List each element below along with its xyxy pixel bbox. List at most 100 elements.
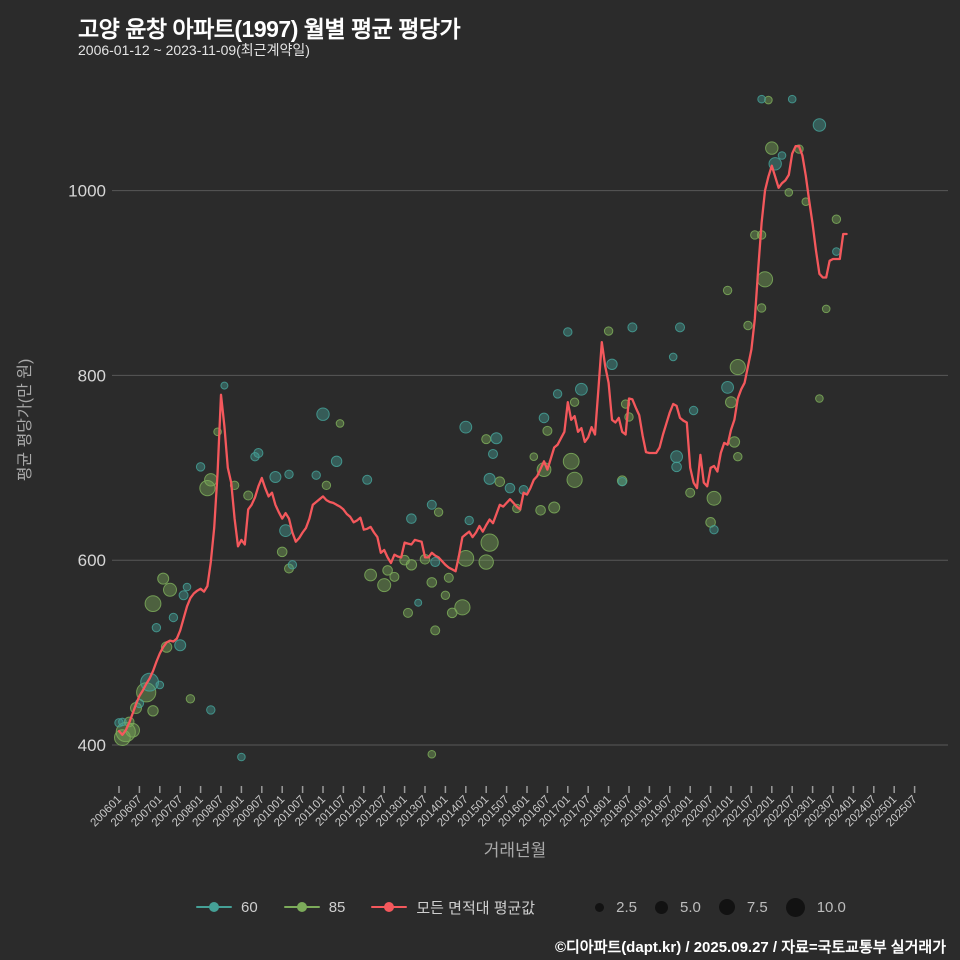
bubble-point-85[interactable] [733, 452, 743, 462]
bubble-point-85[interactable] [335, 419, 345, 428]
bubble-point-85[interactable] [481, 434, 492, 445]
bubble-point-85[interactable] [728, 436, 741, 448]
bubble-point-85[interactable] [427, 749, 437, 759]
bubble-point-60[interactable] [330, 455, 343, 468]
bubble-point-60[interactable] [316, 407, 330, 421]
bubble-point-85[interactable] [321, 480, 332, 491]
bubble-point-60[interactable] [168, 612, 179, 623]
bubble-point-60[interactable] [459, 420, 473, 434]
bubble-point-85[interactable] [157, 572, 170, 585]
bubble-point-60[interactable] [504, 482, 516, 494]
bubble-point-85[interactable] [603, 326, 614, 336]
bubble-point-60[interactable] [174, 639, 187, 652]
bubble-point-85[interactable] [382, 565, 393, 576]
bubble-point-85[interactable] [566, 471, 583, 488]
bubble-point-60[interactable] [279, 524, 293, 538]
bubble-point-60[interactable] [812, 118, 827, 132]
bubble-point-85[interactable] [276, 546, 288, 558]
bubble-point-60[interactable] [563, 327, 573, 337]
bubble-point-85[interactable] [765, 141, 779, 155]
bubble-point-60[interactable] [552, 389, 563, 399]
bubble-point-85[interactable] [243, 490, 254, 501]
bubble-point-60[interactable] [287, 560, 298, 570]
bubble-point-60[interactable] [178, 590, 189, 601]
bubble-point-60[interactable] [430, 557, 441, 568]
bubble-point-60[interactable] [182, 582, 192, 592]
bubble-point-60[interactable] [488, 448, 498, 459]
bubble-point-85[interactable] [750, 230, 760, 240]
bubble-point-60[interactable] [284, 469, 294, 479]
bubble-point-60[interactable] [311, 470, 321, 480]
bubble-point-85[interactable] [440, 590, 451, 601]
bubble-point-85[interactable] [163, 582, 177, 597]
bubble-point-85[interactable] [569, 397, 580, 407]
bubble-point-85[interactable] [685, 487, 696, 498]
bubble-point-85[interactable] [454, 599, 471, 616]
bubble-point-85[interactable] [480, 533, 499, 552]
bubble-point-60[interactable] [406, 513, 417, 524]
bubble-point-60[interactable] [490, 432, 503, 445]
bubble-point-60[interactable] [464, 515, 474, 526]
bubble-point-60[interactable] [606, 358, 618, 371]
bubble-point-60[interactable] [777, 151, 787, 160]
bubble-point-60[interactable] [627, 322, 638, 333]
bubble-point-85[interactable] [535, 505, 546, 516]
bubble-point-60[interactable] [538, 412, 550, 424]
bubble-point-85[interactable] [706, 490, 722, 506]
average-price-line[interactable] [117, 145, 848, 736]
bubble-point-85[interactable] [185, 694, 196, 704]
bubble-point-85[interactable] [443, 572, 454, 583]
legend-item-60[interactable]: 60 [196, 899, 258, 916]
bubble-point-85[interactable] [478, 554, 494, 570]
bubble-point-60[interactable] [151, 622, 162, 633]
bubble-point-85[interactable] [364, 568, 378, 582]
bubble-point-85[interactable] [403, 607, 413, 618]
bubble-point-60[interactable] [362, 474, 373, 485]
bubble-point-85[interactable] [784, 188, 794, 197]
bubble-point-85[interactable] [204, 473, 218, 487]
bubble-point-60[interactable] [118, 717, 127, 727]
legend-item-average[interactable]: 모든 면적대 평균값 [371, 897, 535, 918]
bubble-point-60[interactable] [575, 382, 588, 396]
bubble-point-60[interactable] [253, 448, 264, 459]
bubble-point-60[interactable] [195, 462, 206, 472]
bubble-point-85[interactable] [377, 578, 392, 593]
bubble-point-60[interactable] [155, 680, 165, 690]
bubble-point-85[interactable] [562, 452, 580, 470]
bubble-point-60[interactable] [617, 476, 627, 487]
bubble-point-60[interactable] [483, 472, 496, 485]
bubble-point-60[interactable] [250, 452, 260, 462]
bubble-point-60[interactable] [237, 752, 246, 762]
bubble-point-85[interactable] [199, 480, 216, 497]
bubble-point-85[interactable] [529, 452, 539, 462]
bubble-point-85[interactable] [743, 320, 753, 331]
bubble-point-60[interactable] [709, 525, 719, 535]
bubble-point-85[interactable] [542, 425, 553, 436]
bubble-point-60[interactable] [787, 94, 797, 104]
bubble-point-60[interactable] [206, 705, 216, 715]
bubble-point-85[interactable] [815, 394, 824, 403]
bubble-point-60[interactable] [670, 450, 683, 464]
bubble-point-60[interactable] [426, 499, 437, 510]
bubble-point-85[interactable] [147, 705, 159, 717]
bubble-point-85[interactable] [722, 285, 733, 296]
bubble-point-85[interactable] [831, 214, 842, 224]
bubble-point-85[interactable] [548, 501, 561, 514]
bubble-point-85[interactable] [389, 571, 400, 582]
bubble-point-85[interactable] [426, 577, 438, 588]
bubble-point-60[interactable] [671, 461, 682, 473]
bubble-point-85[interactable] [821, 304, 831, 314]
bubble-point-85[interactable] [433, 507, 444, 517]
bubble-point-60[interactable] [675, 322, 685, 333]
bubble-point-85[interactable] [430, 625, 441, 636]
bubble-point-60[interactable] [721, 381, 734, 394]
bubble-point-85[interactable] [144, 595, 162, 613]
bubble-point-60[interactable] [220, 381, 229, 390]
bubble-point-60[interactable] [757, 94, 766, 104]
bubble-point-60[interactable] [414, 598, 423, 607]
bubble-point-85[interactable] [729, 358, 746, 376]
legend-item-85[interactable]: 85 [283, 899, 345, 916]
bubble-point-85[interactable] [756, 303, 767, 313]
bubble-point-60[interactable] [668, 352, 678, 362]
